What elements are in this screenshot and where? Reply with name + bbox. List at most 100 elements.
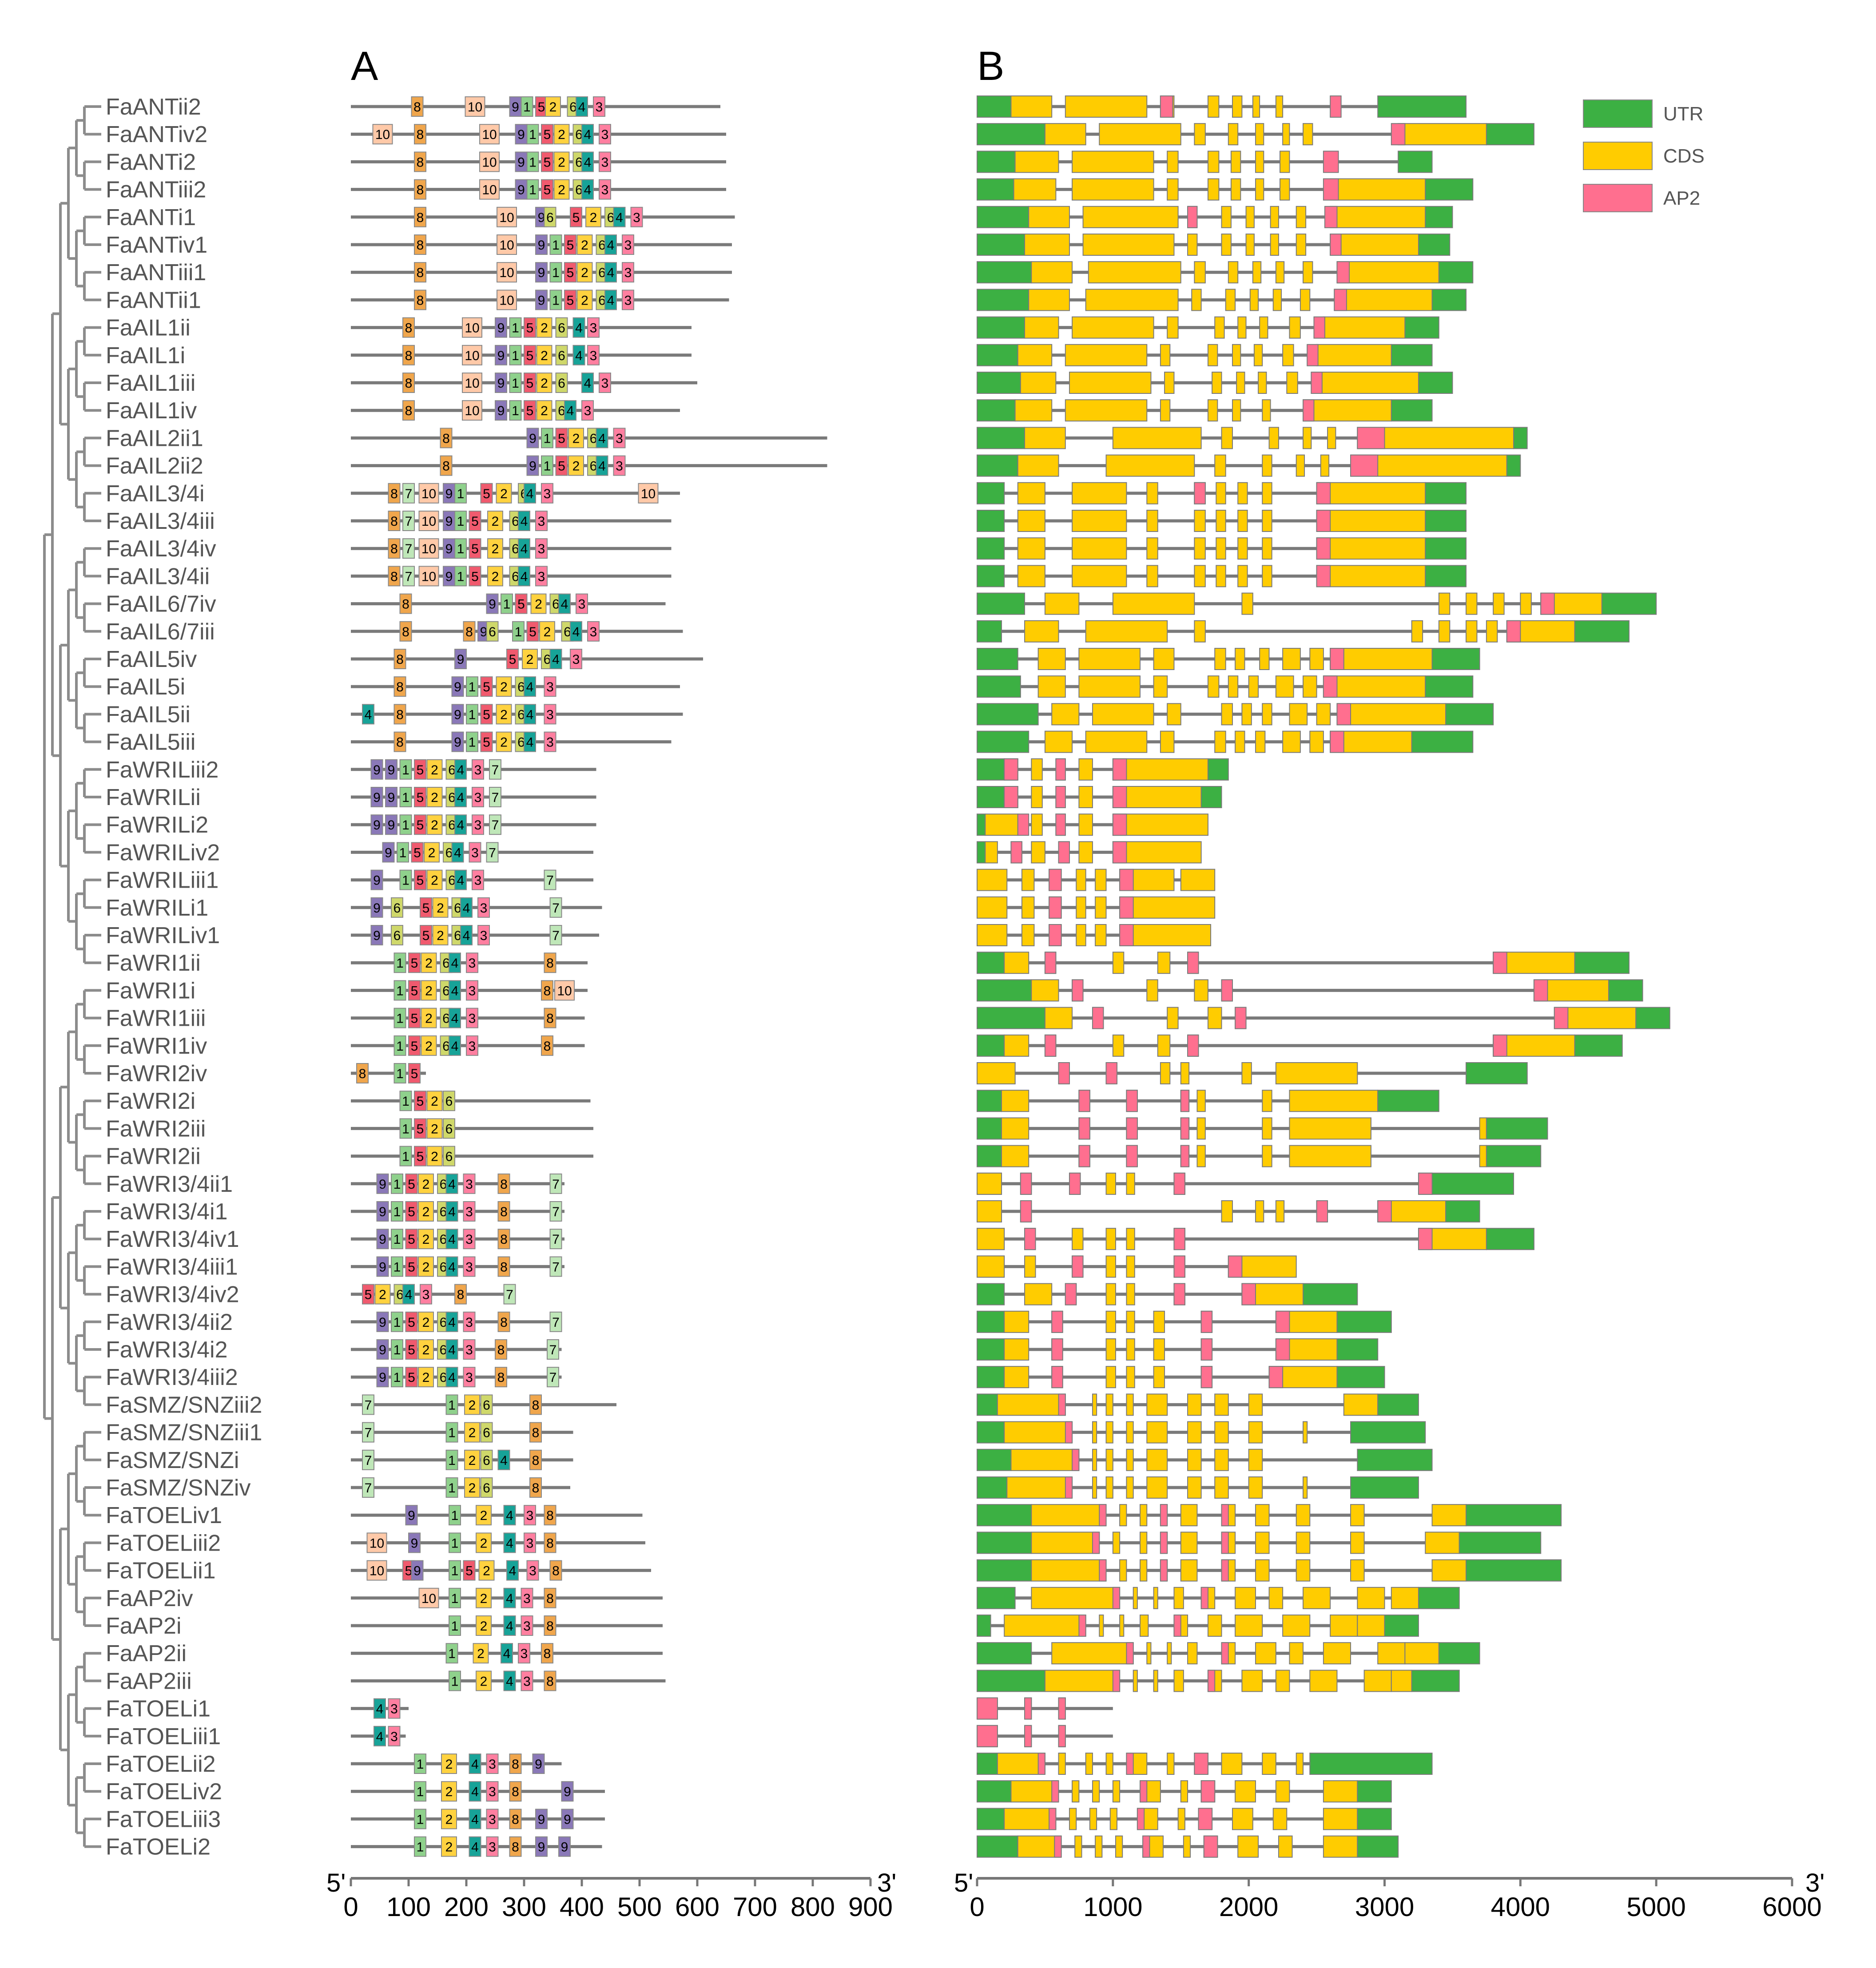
ap2-domain	[1391, 123, 1406, 146]
ap2-domain	[1221, 1532, 1229, 1554]
motif-label: 3	[474, 763, 482, 778]
motif-label: 3	[465, 1343, 473, 1357]
utr-5prime	[977, 1283, 1005, 1305]
motif-label: 4	[526, 735, 534, 750]
motif-box: 1	[512, 621, 525, 642]
cds-exon	[1275, 95, 1284, 118]
cds-exon	[1272, 1808, 1288, 1830]
motif-box: 8	[402, 345, 415, 365]
motif-box: 9	[405, 1505, 418, 1526]
gene-label: FaTOELiii3	[106, 1806, 221, 1832]
motif-box: 4	[501, 1643, 513, 1664]
motif-box: 1	[399, 869, 412, 890]
motif-box: 3	[630, 206, 643, 227]
motif-label: 1	[399, 845, 407, 860]
motif-box: 5	[506, 649, 519, 669]
cds-exon	[1303, 261, 1313, 284]
motif-label: 1	[396, 956, 404, 971]
motif-box: 1	[414, 1781, 426, 1802]
axis-a-tick-label: 0	[343, 1892, 358, 1922]
motif-box: 1	[526, 151, 539, 172]
cds-exon	[1214, 1476, 1229, 1499]
ap2-domain	[1194, 1753, 1208, 1775]
motif-label: 8	[546, 956, 554, 971]
gene-label: FaWRILiv2	[106, 840, 220, 865]
motif-box: 5	[524, 373, 536, 393]
motif-label: 9	[517, 127, 525, 142]
motif-box: 9	[370, 759, 383, 780]
motif-label: 7	[489, 845, 496, 860]
motif-box: 6	[480, 1394, 493, 1415]
gene-label: FaAIL3/4iv	[106, 536, 216, 562]
motif-label: 5	[422, 928, 430, 943]
motif-box: 10	[418, 1587, 439, 1608]
utr-5prime	[977, 1504, 1032, 1527]
cds-exon	[1021, 896, 1035, 919]
motif-label: 2	[500, 735, 508, 750]
cds-exon	[1140, 1559, 1148, 1582]
cds-exon	[1105, 454, 1195, 477]
motif-box: 10	[497, 262, 517, 283]
motif-label: 10	[499, 210, 514, 225]
cds-exon	[1092, 1780, 1100, 1803]
cds-exon	[1275, 1780, 1290, 1803]
motif-box: 5	[541, 124, 553, 145]
axis-a-tick-label: 400	[560, 1892, 604, 1922]
motif-box: 3	[593, 96, 605, 117]
cds-exon	[1133, 1587, 1138, 1609]
motif-box: 5	[414, 787, 426, 807]
cds-exon	[1146, 1421, 1168, 1444]
utr-5prime	[977, 1007, 1045, 1029]
motif-label: 1	[544, 459, 551, 474]
motif-box: 1	[509, 400, 522, 421]
motif-box: 3	[472, 814, 484, 835]
cds-exon	[1336, 703, 1447, 726]
ap2-domain	[1203, 1835, 1218, 1858]
cds-exon	[1119, 924, 1212, 946]
cds-exon	[1262, 510, 1272, 532]
utr-3prime	[1486, 1117, 1548, 1140]
motif-box: 3	[486, 1781, 499, 1802]
motif-label: 4	[552, 652, 560, 667]
motif-label: 6	[483, 1453, 490, 1468]
cds-exon	[1085, 730, 1148, 753]
cds-exon	[1031, 758, 1043, 781]
utr-3prime	[1486, 1145, 1542, 1167]
cds-exon	[1431, 1504, 1467, 1527]
utr-3prime	[1357, 1808, 1392, 1830]
motif-box: 6	[555, 317, 568, 338]
utr-3prime	[1445, 703, 1494, 726]
cds-exon	[1272, 289, 1282, 311]
motif-label: 2	[422, 1315, 430, 1330]
cds-exon	[1214, 1421, 1229, 1444]
ap2-domain	[1078, 1145, 1090, 1167]
motif-label: 2	[535, 597, 542, 612]
cds-exon	[1105, 1283, 1116, 1305]
cds-exon	[1252, 261, 1262, 284]
motif-box: 8	[440, 428, 453, 448]
cds-exon	[1241, 1062, 1252, 1084]
motif-label: 6	[440, 1205, 447, 1219]
cds-exon	[1262, 482, 1272, 504]
motif-label: 5	[526, 349, 534, 363]
motif-label: 9	[561, 1840, 568, 1855]
motif-box: 4	[445, 1256, 458, 1277]
motif-label: 4	[584, 155, 592, 170]
motif-box: 8	[544, 1008, 556, 1028]
motif-box: 8	[509, 1781, 522, 1802]
ap2-domain	[1194, 482, 1206, 504]
motif-box: 1	[397, 842, 409, 863]
motif-box: 8	[529, 1477, 542, 1498]
motif-label: 3	[596, 100, 603, 115]
motif-label: 6	[396, 1288, 404, 1302]
motif-box: 3	[463, 1229, 476, 1250]
cds-exon	[1020, 372, 1057, 394]
cds-exon	[1194, 123, 1206, 146]
motif-label: 8	[417, 155, 424, 170]
cds-exon	[1259, 648, 1270, 670]
cds-exon	[1282, 1615, 1311, 1637]
motif-box: 4	[581, 124, 594, 145]
motif-box: 8	[544, 1587, 556, 1608]
cds-exon	[1031, 979, 1059, 1002]
motif-label: 5	[526, 376, 534, 391]
